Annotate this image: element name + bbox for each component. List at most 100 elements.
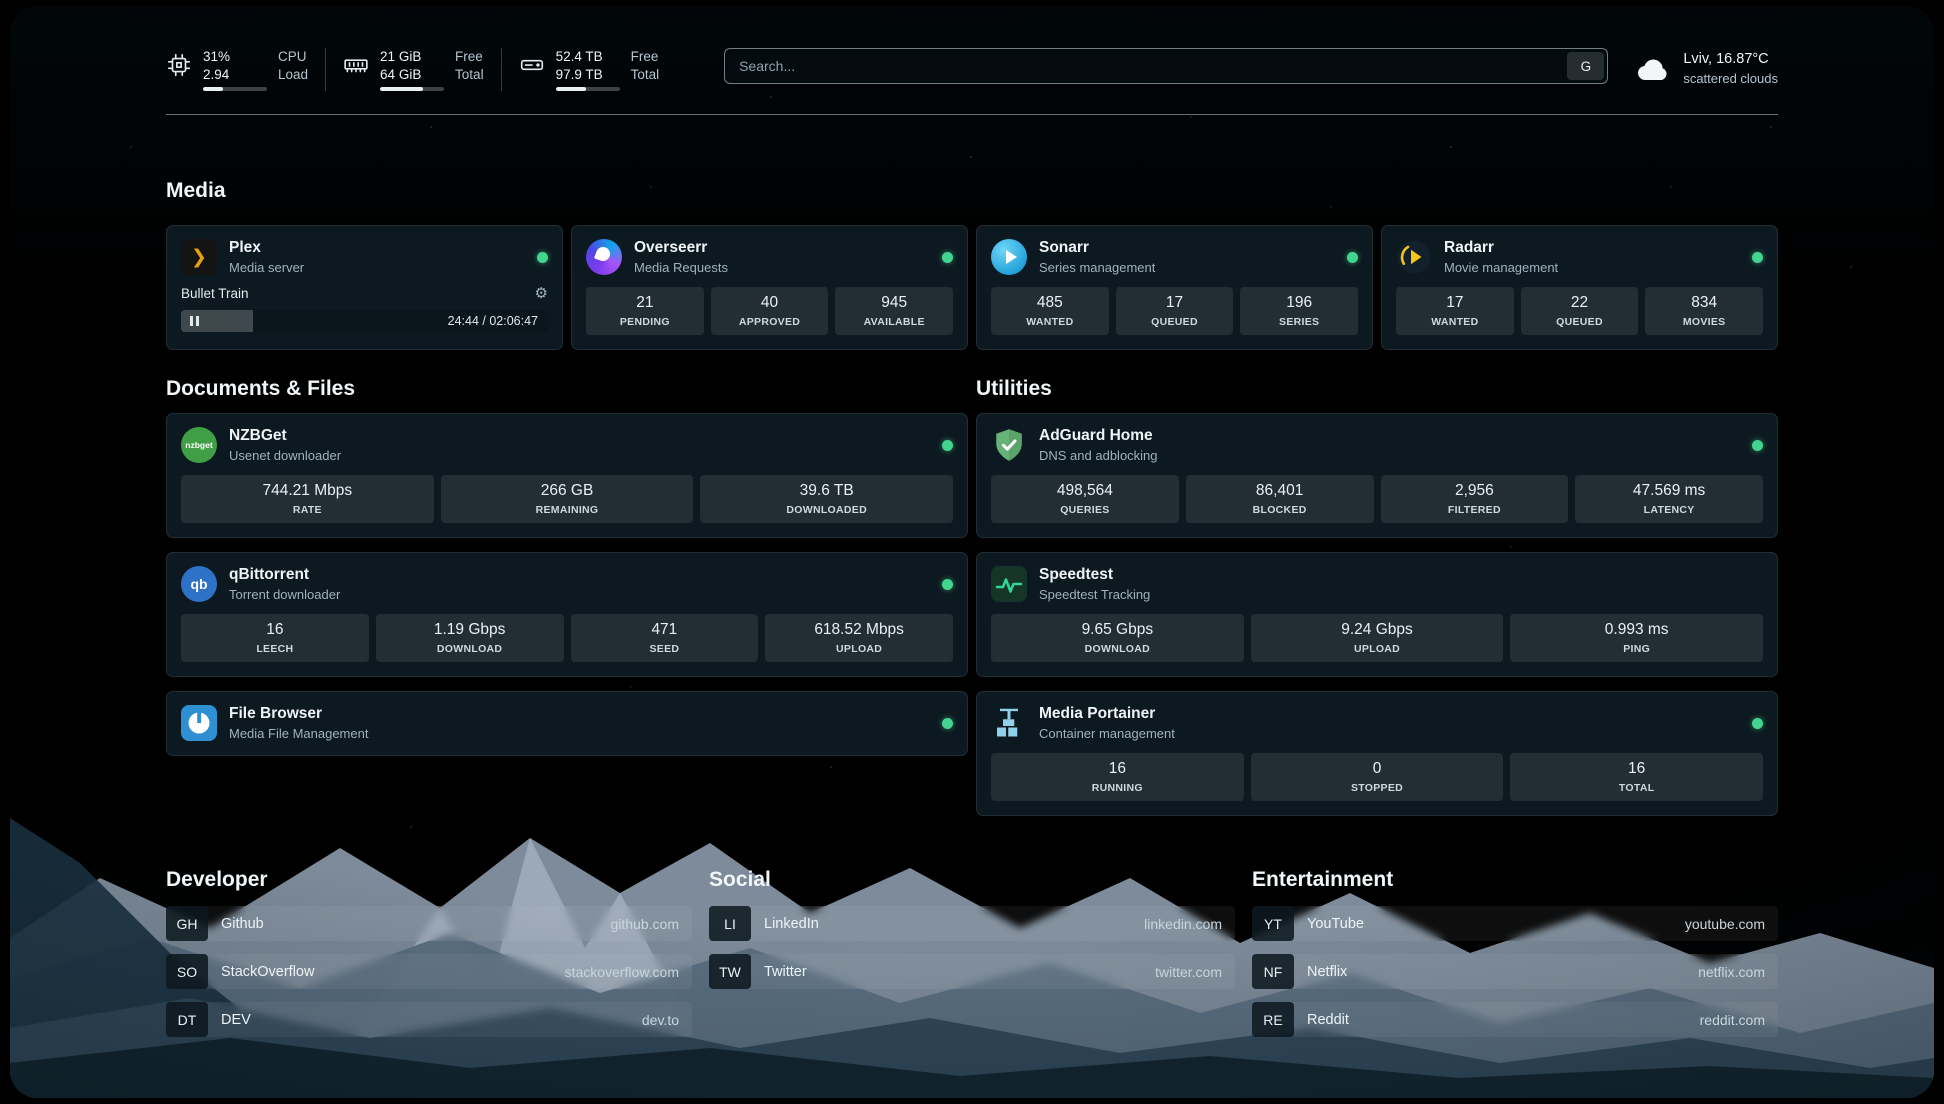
cpu-load: 2.94	[203, 66, 230, 82]
status-dot	[1752, 717, 1763, 729]
portainer-card[interactable]: Media Portainer Container management 16 …	[976, 691, 1778, 816]
bookmark-abbr: LI	[709, 906, 751, 941]
search-provider-button[interactable]: G	[1567, 52, 1605, 80]
stat-box: 744.21 Mbps RATE	[181, 475, 434, 523]
stat-box: 17 QUEUED	[1115, 287, 1234, 335]
nzbget-card[interactable]: nzbget NZBGet Usenet downloader 744.21 M…	[166, 413, 968, 538]
bookmark-url: netflix.com	[1698, 963, 1765, 980]
gear-icon[interactable]: ⚙	[534, 285, 548, 302]
cpu-chip-icon	[166, 52, 192, 78]
stat-box: 834 MOVIES	[1645, 287, 1764, 335]
bookmark-dev[interactable]: DT DEV dev.to	[166, 1002, 692, 1037]
stat-box: 17 WANTED	[1396, 287, 1514, 335]
cpu-label-bottom: Load	[278, 66, 309, 82]
service-description: Speedtest Tracking	[1039, 586, 1151, 602]
bookmark-twitter[interactable]: TW Twitter twitter.com	[709, 954, 1235, 989]
bookmark-github[interactable]: GH Github github.com	[166, 906, 692, 941]
bookmark-name: YouTube	[1307, 915, 1364, 932]
section-title-social: Social	[709, 868, 771, 891]
stat-box: 498,564 QUERIES	[991, 475, 1179, 523]
stat-box: 1.19 Gbps DOWNLOAD	[375, 614, 564, 662]
status-dot	[1752, 439, 1763, 451]
bookmark-url: dev.to	[641, 1011, 679, 1028]
bookmark-name: Twitter	[764, 963, 807, 980]
stat-box: 485 WANTED	[991, 287, 1109, 335]
service-name: Plex	[229, 239, 261, 257]
section-title-developer: Developer	[166, 868, 268, 891]
service-description: Media server	[229, 259, 305, 275]
service-name: Radarr	[1444, 239, 1494, 257]
now-playing-title: Bullet Train	[181, 286, 249, 301]
bookmark-name: Reddit	[1307, 1011, 1349, 1028]
overseerr-card[interactable]: Overseerr Media Requests 21 PENDING 40 A…	[571, 225, 968, 350]
filebrowser-card[interactable]: File Browser Media File Management	[166, 691, 968, 756]
service-description: Media Requests	[634, 259, 728, 275]
playback-progress-bar[interactable]: 24:44 / 02:06:47	[181, 310, 548, 332]
service-name: qBittorrent	[229, 566, 310, 584]
pause-icon[interactable]	[190, 316, 199, 326]
bookmark-abbr: YT	[1252, 906, 1294, 941]
cpu-usage-bar	[203, 87, 267, 91]
status-dot	[942, 717, 953, 729]
disk-usage-bar	[555, 87, 620, 91]
bookmark-group-entertainment: Entertainment YT YouTube youtube.com NF …	[1252, 868, 1778, 1037]
speedtest-card[interactable]: Speedtest Speedtest Tracking 9.65 Gbps D…	[976, 552, 1778, 677]
stat-box: 21 PENDING	[586, 287, 704, 335]
stat-box: 196 SERIES	[1240, 287, 1359, 335]
stat-box: 0 STOPPED	[1250, 753, 1504, 801]
stat-box: 86,401 BLOCKED	[1185, 475, 1374, 523]
bookmark-url: reddit.com	[1699, 1011, 1765, 1028]
bookmark-linkedin[interactable]: LI LinkedIn linkedin.com	[709, 906, 1235, 941]
qbittorrent-card[interactable]: qb qBittorrent Torrent downloader 16	[166, 552, 968, 677]
disk-widget: 52.4 TB 97.9 TB Free Total	[500, 48, 677, 91]
filebrowser-icon	[181, 705, 217, 741]
bookmark-netflix[interactable]: NF Netflix netflix.com	[1252, 954, 1778, 989]
adguard-shield-icon	[991, 427, 1027, 463]
service-description: Usenet downloader	[229, 447, 342, 463]
bookmark-reddit[interactable]: RE Reddit reddit.com	[1252, 1002, 1778, 1037]
dashboard-window: 31% 2.94 CPU Load	[10, 6, 1934, 1098]
sonarr-icon	[991, 239, 1027, 275]
bookmark-url: stackoverflow.com	[564, 963, 679, 980]
documents-column: Documents & Files nzbget NZBGet Usenet d…	[166, 377, 968, 816]
bookmark-abbr: NF	[1252, 954, 1294, 989]
search-input[interactable]	[724, 48, 1609, 84]
disk-total: 97.9 TB	[555, 66, 603, 82]
weather-condition: scattered clouds	[1683, 71, 1778, 86]
radarr-card[interactable]: Radarr Movie management 17 WANTED 22 QUE…	[1381, 225, 1778, 350]
search-bar: G	[724, 48, 1609, 84]
plex-card[interactable]: ❯ Plex Media server Bullet Train ⚙	[166, 225, 563, 350]
bookmark-name: DEV	[221, 1011, 251, 1028]
service-name: NZBGet	[229, 427, 287, 445]
service-name: Media Portainer	[1039, 705, 1156, 723]
service-description: Series management	[1039, 259, 1156, 275]
service-description: Container management	[1039, 725, 1175, 741]
stat-box: 471 SEED	[570, 614, 759, 662]
stat-box: 39.6 TB DOWNLOADED	[700, 475, 954, 523]
stat-box: 945 AVAILABLE	[835, 287, 954, 335]
bookmark-abbr: DT	[166, 1002, 208, 1037]
cloud-icon	[1636, 56, 1670, 82]
stat-box: 2,956 FILTERED	[1380, 475, 1569, 523]
bookmark-abbr: TW	[709, 954, 751, 989]
top-bar: 31% 2.94 CPU Load	[166, 6, 1778, 91]
sonarr-card[interactable]: Sonarr Series management 485 WANTED 17 Q…	[976, 225, 1373, 350]
stat-box: 16 TOTAL	[1510, 753, 1764, 801]
memory-total: 64 GiB	[380, 66, 422, 82]
nzbget-icon: nzbget	[181, 427, 217, 463]
status-dot	[537, 251, 548, 263]
bookmark-name: Netflix	[1307, 963, 1348, 980]
disk-icon	[519, 52, 545, 78]
bookmark-stackoverflow[interactable]: SO StackOverflow stackoverflow.com	[166, 954, 692, 989]
service-name: Speedtest	[1039, 566, 1114, 584]
radarr-icon	[1396, 239, 1432, 275]
cpu-widget: 31% 2.94 CPU Load	[166, 48, 325, 91]
section-title-media: Media	[166, 179, 226, 202]
disk-label-bottom: Total	[630, 66, 660, 82]
bookmark-youtube[interactable]: YT YouTube youtube.com	[1252, 906, 1778, 941]
memory-usage-bar	[380, 87, 445, 91]
stat-box: 0.993 ms PING	[1510, 614, 1764, 662]
adguard-card[interactable]: AdGuard Home DNS and adblocking 498,564 …	[976, 413, 1778, 538]
bookmark-abbr: RE	[1252, 1002, 1294, 1037]
cpu-percent: 31%	[203, 49, 231, 64]
